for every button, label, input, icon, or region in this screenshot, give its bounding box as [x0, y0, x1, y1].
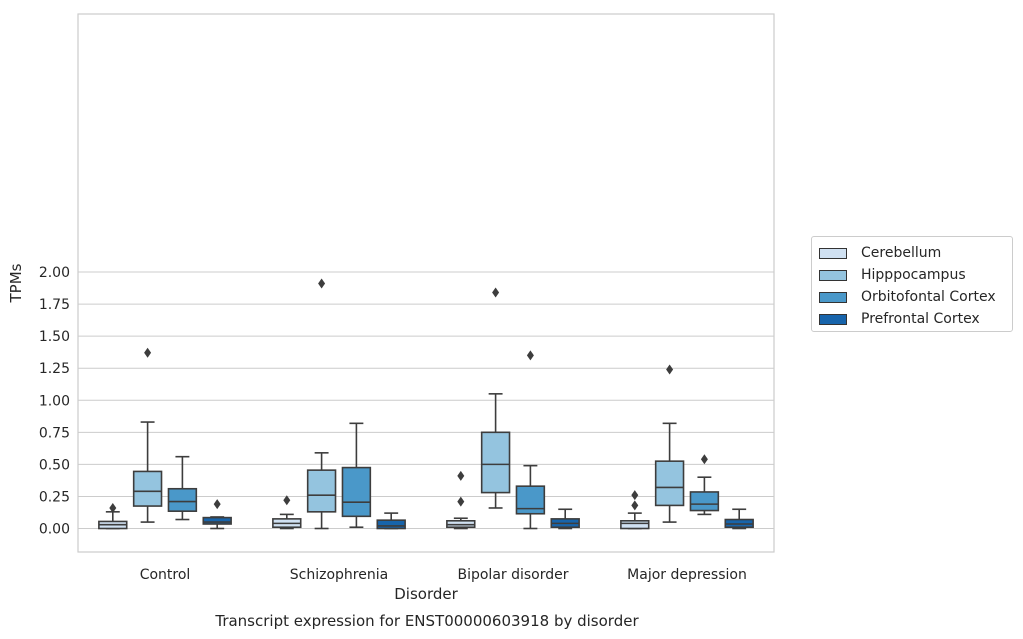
legend-label: Prefrontal Cortex: [861, 311, 980, 327]
box: [306, 469, 337, 513]
y-tick-label: 0.75: [39, 425, 70, 441]
legend-item-prefrontal-cortex: Prefrontal Cortex: [819, 308, 1012, 330]
plot-frame: [77, 13, 775, 553]
box: [376, 519, 406, 530]
y-tick-label: 1.00: [39, 393, 70, 409]
outlier-point: [492, 287, 500, 298]
x-axis-label: Disorder: [394, 585, 458, 603]
y-tick-label: 0.00: [39, 522, 70, 538]
legend-item-hippocampus: Hipppocampus: [819, 264, 1012, 286]
outlier-point: [457, 496, 465, 507]
x-tick-label: Control: [140, 567, 191, 583]
y-tick-label: 0.50: [39, 457, 70, 473]
legend: Cerebellum Hipppocampus Orbitofontal Cor…: [811, 236, 1013, 332]
chart-title: Transcript expression for ENST0000060391…: [214, 612, 639, 630]
legend-label: Orbitofontal Cortex: [861, 289, 996, 305]
outlier-point: [457, 470, 465, 481]
box: [515, 485, 546, 515]
outlier-point: [213, 499, 221, 510]
x-tick-label: Bipolar disorder: [457, 567, 568, 583]
legend-swatch-hippocampus: [819, 269, 847, 281]
outlier-point: [318, 278, 326, 289]
legend-swatch-prefrontal-cortex: [819, 313, 847, 325]
legend-item-orbitofrontal-cortex: Orbitofontal Cortex: [819, 286, 1012, 308]
y-tick-label: 1.25: [39, 361, 70, 377]
x-tick-label: Schizophrenia: [290, 567, 388, 583]
box: [480, 431, 511, 494]
legend-item-cerebellum: Cerebellum: [819, 242, 1012, 264]
legend-swatch-cerebellum: [819, 247, 847, 259]
legend-label: Hipppocampus: [861, 267, 966, 283]
y-axis-label: TPMs: [7, 263, 25, 303]
box: [167, 487, 198, 512]
legend-label: Cerebellum: [861, 245, 942, 261]
outlier-point: [666, 364, 674, 375]
outlier-point: [631, 500, 639, 511]
y-tick-label: 2.00: [39, 265, 70, 281]
outlier-point: [631, 490, 639, 501]
outlier-point: [283, 495, 291, 506]
outlier-point: [526, 350, 534, 361]
box: [620, 520, 650, 530]
outlier-point: [109, 502, 117, 513]
outlier-point: [144, 347, 152, 358]
y-tick-label: 0.25: [39, 489, 70, 505]
box: [341, 466, 372, 518]
y-tick-label: 1.50: [39, 329, 70, 345]
legend-swatch-orbitofrontal-cortex: [819, 291, 847, 303]
box: [689, 491, 720, 512]
x-tick-label: Major depression: [627, 567, 747, 583]
box: [202, 516, 232, 525]
box: [654, 460, 685, 507]
outlier-point: [700, 454, 708, 465]
box: [132, 470, 163, 507]
y-tick-label: 1.75: [39, 297, 70, 313]
